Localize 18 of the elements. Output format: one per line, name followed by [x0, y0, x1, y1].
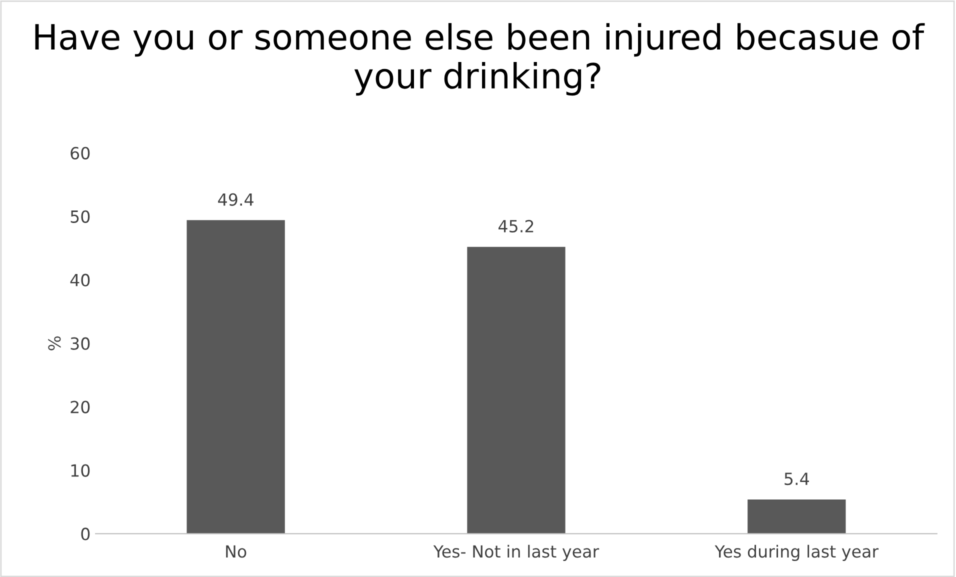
bar: [467, 246, 566, 534]
y-tick-label: 60: [70, 146, 90, 160]
data-label: 5.4: [784, 472, 809, 486]
x-tick-label: Yes during last year: [714, 544, 879, 561]
y-tick-label: 20: [70, 400, 90, 414]
bar: [748, 499, 846, 534]
x-tick-label: Yes- Not in last year: [433, 544, 600, 561]
data-label: 49.4: [218, 193, 254, 206]
y-axis-title: %: [48, 336, 61, 350]
chart-title: Have you or someone else been injured becasue of your drinking?: [35, 23, 925, 96]
bar: [186, 220, 285, 534]
y-tick-label: 40: [70, 274, 90, 286]
x-tick-label: No: [226, 545, 246, 558]
y-tick-label: 50: [70, 210, 90, 223]
data-label: 45.2: [498, 220, 534, 232]
y-tick-label: 10: [71, 464, 90, 477]
y-tick-label: 0: [81, 528, 90, 540]
y-tick-label: 30: [70, 337, 90, 350]
